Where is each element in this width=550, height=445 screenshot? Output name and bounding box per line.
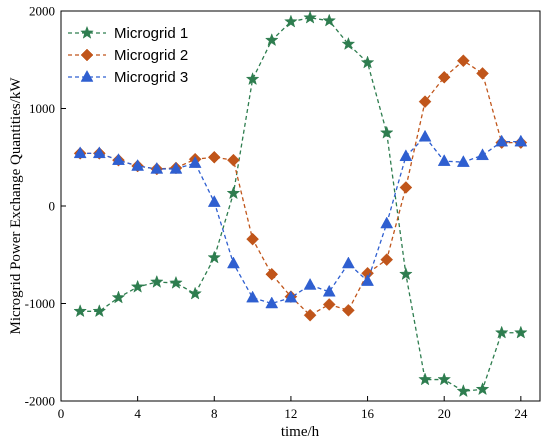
data-point bbox=[379, 125, 394, 139]
y-tick-label: 0 bbox=[49, 199, 56, 214]
data-point bbox=[112, 153, 125, 165]
data-point bbox=[207, 250, 222, 264]
data-point bbox=[437, 154, 451, 166]
data-point bbox=[380, 253, 394, 266]
data-point bbox=[265, 296, 279, 309]
data-point bbox=[246, 290, 260, 303]
data-point bbox=[207, 195, 221, 207]
data-point bbox=[360, 55, 375, 69]
x-axis-label: time/h bbox=[281, 424, 320, 440]
data-point bbox=[149, 274, 164, 288]
data-point bbox=[150, 161, 164, 174]
legend-marker bbox=[80, 25, 94, 39]
data-point bbox=[495, 134, 509, 147]
data-point bbox=[207, 150, 221, 164]
data-point bbox=[399, 267, 413, 281]
y-tick-label: 1000 bbox=[29, 101, 55, 116]
data-point bbox=[322, 284, 336, 297]
data-point bbox=[418, 129, 432, 142]
data-point bbox=[456, 384, 471, 398]
x-tick-label: 0 bbox=[58, 406, 65, 421]
data-point bbox=[73, 304, 88, 318]
data-point bbox=[476, 148, 489, 161]
y-tick-label: 2000 bbox=[29, 4, 55, 19]
data-point bbox=[437, 372, 452, 386]
data-point bbox=[188, 286, 202, 300]
legend-marker bbox=[80, 48, 94, 62]
data-point bbox=[303, 277, 317, 290]
data-point bbox=[437, 70, 451, 84]
ticks-layer: 0 4 8 12 16 20 24 -2000 -1000 0 1000 2000 bbox=[25, 4, 528, 422]
data-point bbox=[131, 159, 145, 171]
series-line bbox=[80, 135, 521, 305]
series-layer bbox=[73, 10, 528, 398]
series-1 bbox=[73, 10, 528, 398]
data-point bbox=[130, 279, 145, 293]
x-tick-label: 8 bbox=[211, 406, 218, 421]
x-tick-label: 16 bbox=[361, 406, 375, 421]
legend-item: Microgrid 3 bbox=[68, 69, 188, 86]
data-point bbox=[245, 72, 260, 86]
data-point bbox=[169, 161, 183, 174]
data-point bbox=[246, 232, 259, 246]
y-axis-label: Microgrid Power Exchange Quantities/kW bbox=[8, 77, 24, 335]
data-point bbox=[322, 298, 336, 311]
y-tick-label: -1000 bbox=[25, 296, 55, 311]
data-point bbox=[380, 216, 394, 229]
data-point bbox=[341, 256, 355, 269]
data-point bbox=[399, 181, 413, 194]
data-point bbox=[514, 134, 528, 147]
data-point bbox=[227, 153, 240, 167]
data-point bbox=[475, 382, 490, 396]
data-point bbox=[457, 54, 470, 68]
data-point bbox=[513, 325, 528, 339]
legend-marker bbox=[80, 69, 94, 82]
data-point bbox=[92, 146, 106, 159]
data-point bbox=[418, 372, 432, 386]
x-tick-label: 24 bbox=[514, 406, 528, 421]
data-point bbox=[399, 149, 413, 162]
x-tick-label: 4 bbox=[134, 406, 141, 421]
legend-label: Microgrid 3 bbox=[114, 69, 188, 86]
data-point bbox=[188, 156, 202, 168]
data-point bbox=[169, 275, 183, 289]
data-point bbox=[303, 308, 317, 322]
data-point bbox=[361, 274, 374, 286]
data-point bbox=[264, 33, 279, 47]
data-point bbox=[265, 267, 279, 281]
legend-label: Microgrid 2 bbox=[114, 47, 188, 64]
y-tick-label: -2000 bbox=[25, 394, 55, 409]
legend-label: Microgrid 1 bbox=[114, 25, 188, 42]
data-point bbox=[418, 95, 432, 109]
data-point bbox=[456, 155, 470, 167]
data-point bbox=[73, 146, 87, 159]
series-3 bbox=[73, 129, 528, 309]
data-point bbox=[341, 36, 356, 50]
data-point bbox=[322, 13, 337, 27]
data-point bbox=[303, 10, 317, 24]
legend: Microgrid 1 Microgrid 2 Microgrid 3 bbox=[68, 25, 188, 86]
legend-item: Microgrid 1 bbox=[68, 25, 188, 42]
data-point bbox=[92, 304, 107, 318]
data-point bbox=[284, 14, 298, 28]
data-point bbox=[226, 186, 241, 200]
series-line bbox=[80, 17, 521, 392]
data-point bbox=[494, 325, 509, 339]
legend-item: Microgrid 2 bbox=[68, 47, 188, 64]
data-point bbox=[342, 303, 355, 317]
x-tick-label: 20 bbox=[438, 406, 451, 421]
data-point bbox=[111, 290, 126, 304]
data-point bbox=[284, 290, 298, 303]
x-tick-label: 12 bbox=[284, 406, 297, 421]
data-point bbox=[227, 256, 240, 269]
data-point bbox=[476, 67, 489, 80]
